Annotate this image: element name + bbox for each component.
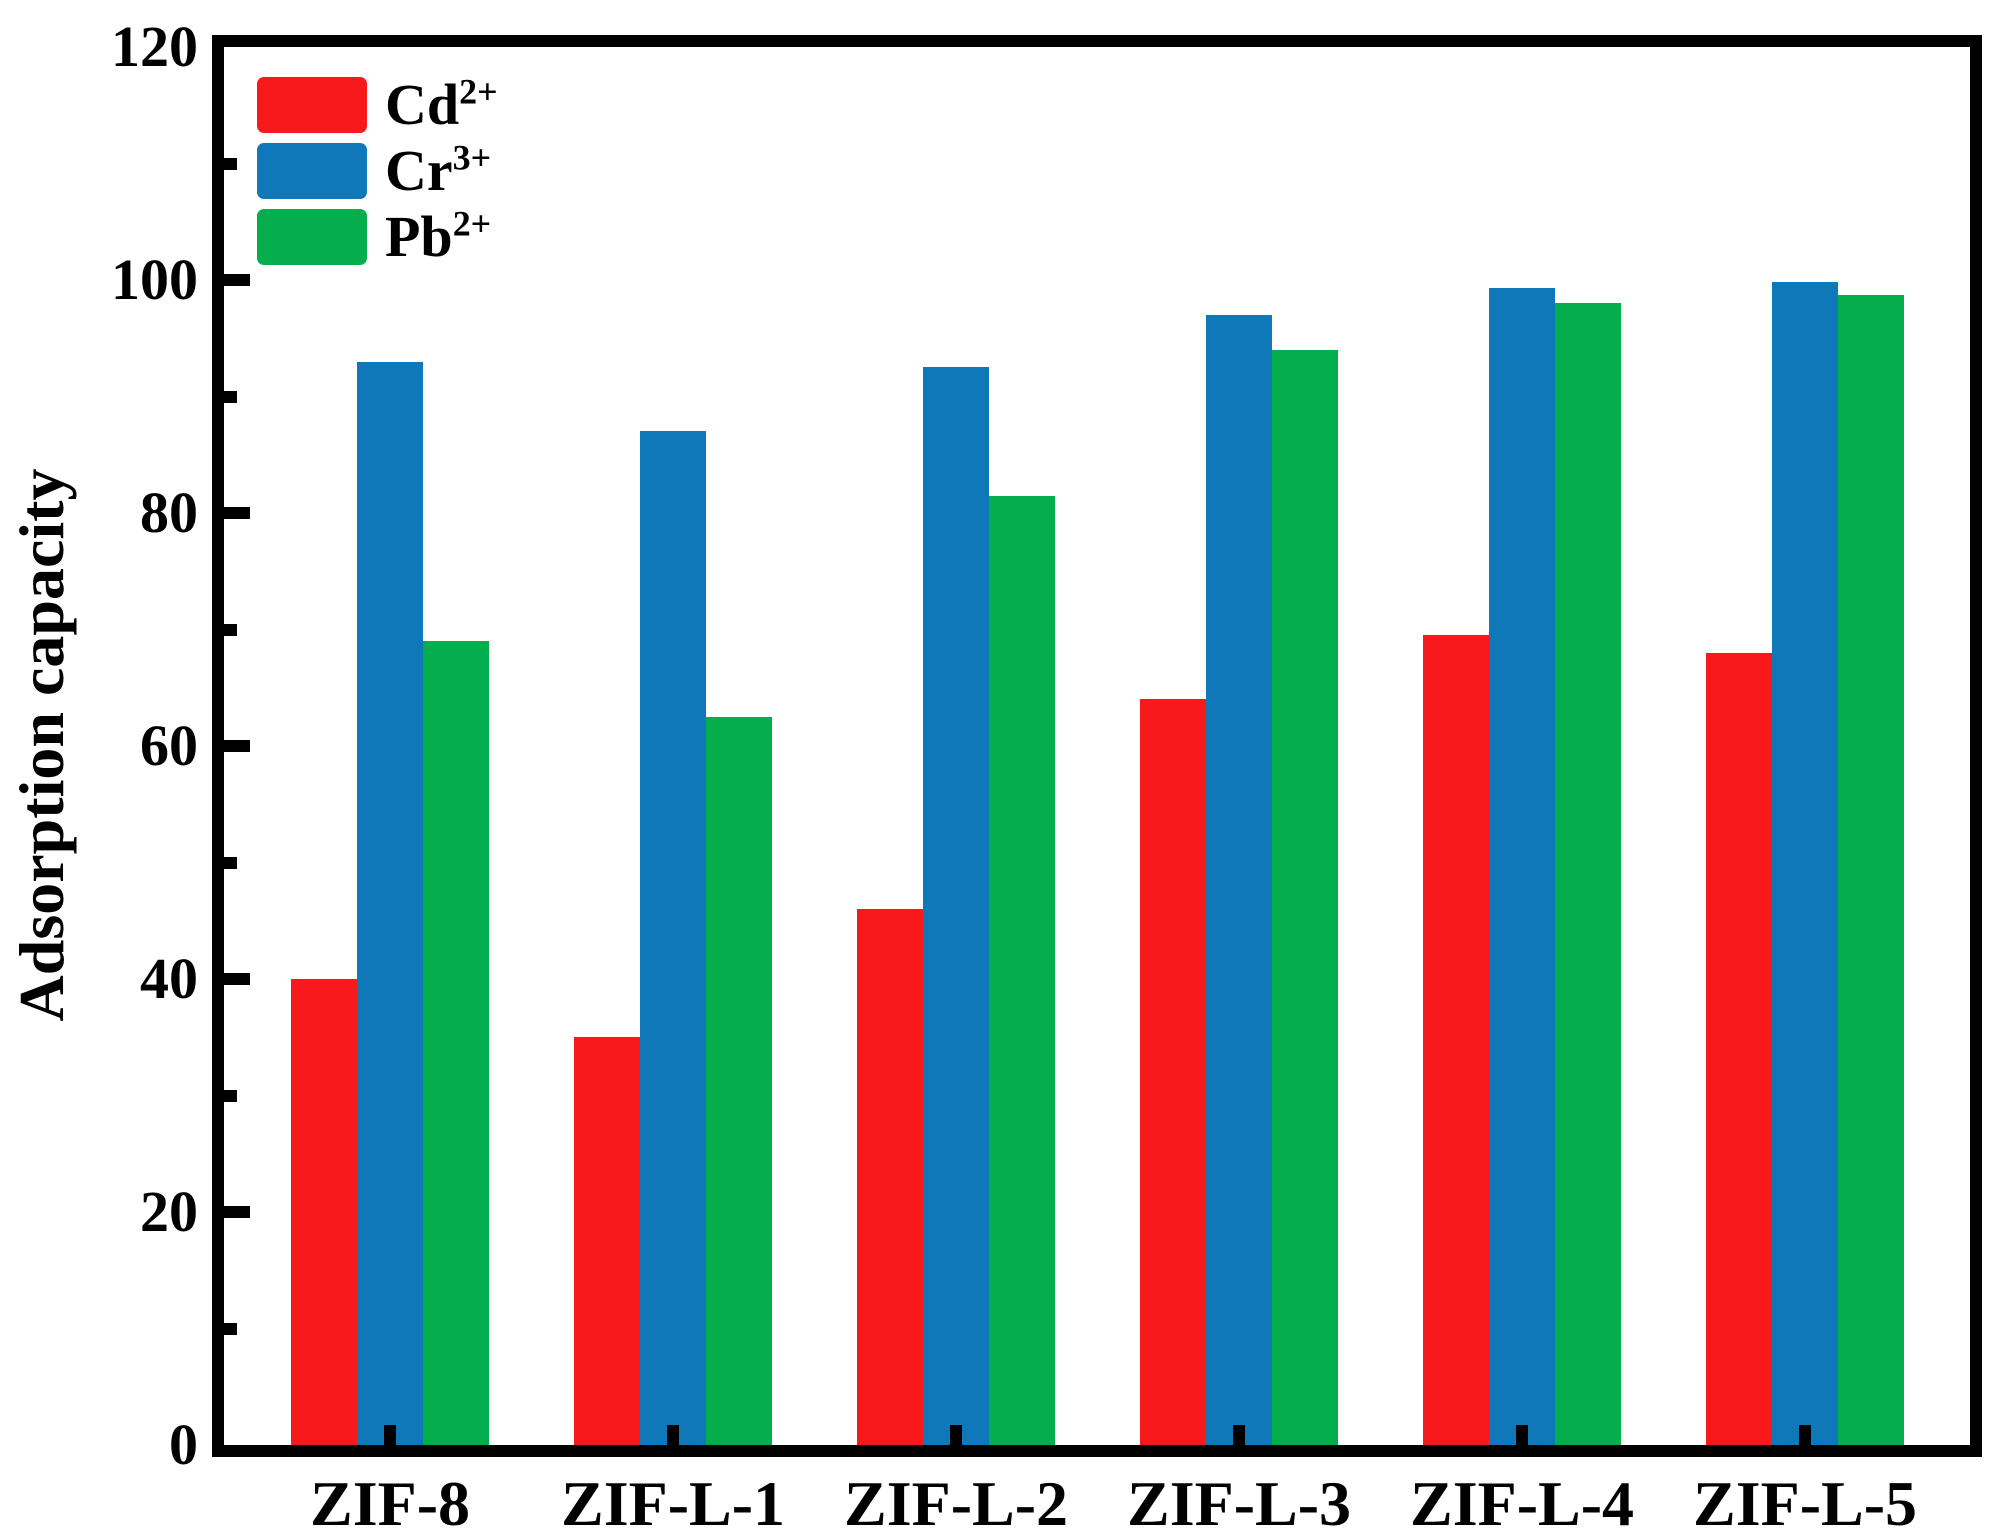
legend-label-pb2+: Pb2+ bbox=[385, 203, 492, 269]
y-minor-tick bbox=[224, 1323, 237, 1335]
y-major-tick bbox=[224, 973, 250, 985]
y-tick-label-40: 40 bbox=[140, 946, 198, 1011]
y-minor-tick bbox=[224, 624, 237, 636]
bar-zif-8-cr3+ bbox=[357, 362, 423, 1445]
bar-zif-l-1-pb2+ bbox=[706, 717, 772, 1445]
x-tick-zif-l-5 bbox=[1799, 1425, 1811, 1445]
bar-zif-l-3-cr3+ bbox=[1206, 315, 1272, 1445]
bar-zif-l-2-cr3+ bbox=[923, 367, 989, 1445]
bar-zif-8-cd2+ bbox=[291, 979, 357, 1445]
x-category-label-zif-l-2: ZIF-L-2 bbox=[844, 1468, 1068, 1539]
legend-swatch-cr3+ bbox=[257, 143, 367, 199]
bar-zif-l-5-pb2+ bbox=[1838, 295, 1904, 1445]
legend-item-cr3+: Cr3+ bbox=[257, 137, 498, 203]
legend-swatch-cd2+ bbox=[257, 77, 367, 133]
x-category-label-zif-l-3: ZIF-L-3 bbox=[1127, 1468, 1351, 1539]
bar-zif-l-1-cr3+ bbox=[640, 431, 706, 1445]
bar-zif-l-4-cr3+ bbox=[1489, 288, 1555, 1445]
x-category-label-zif-8: ZIF-8 bbox=[310, 1468, 470, 1539]
y-tick-label-60: 60 bbox=[140, 713, 198, 778]
y-minor-tick bbox=[224, 391, 237, 403]
bar-zif-l-3-cd2+ bbox=[1140, 699, 1206, 1445]
x-category-label-zif-l-5: ZIF-L-5 bbox=[1693, 1468, 1917, 1539]
x-tick-zif-l-2 bbox=[950, 1425, 962, 1445]
bar-zif-l-2-pb2+ bbox=[989, 496, 1055, 1445]
y-major-tick bbox=[224, 507, 250, 519]
y-tick-label-100: 100 bbox=[111, 247, 198, 312]
y-tick-label-0: 0 bbox=[169, 1412, 198, 1477]
bar-zif-l-2-cd2+ bbox=[857, 909, 923, 1445]
y-major-tick bbox=[224, 274, 250, 286]
y-tick-label-20: 20 bbox=[140, 1179, 198, 1244]
legend-item-pb2+: Pb2+ bbox=[257, 203, 498, 269]
y-major-tick bbox=[224, 740, 250, 752]
bar-zif-l-5-cr3+ bbox=[1772, 282, 1838, 1445]
bar-zif-l-3-pb2+ bbox=[1272, 350, 1338, 1445]
bar-zif-l-5-cd2+ bbox=[1706, 653, 1772, 1445]
bar-zif-l-1-cd2+ bbox=[574, 1037, 640, 1445]
legend-item-cd2+: Cd2+ bbox=[257, 71, 498, 137]
x-tick-zif-l-4 bbox=[1516, 1425, 1528, 1445]
x-category-label-zif-l-1: ZIF-L-1 bbox=[561, 1468, 785, 1539]
y-tick-label-120: 120 bbox=[111, 14, 198, 79]
x-tick-zif-l-1 bbox=[667, 1425, 679, 1445]
x-category-label-zif-l-4: ZIF-L-4 bbox=[1410, 1468, 1634, 1539]
plot-area bbox=[212, 35, 1982, 1457]
legend-label-cd2+: Cd2+ bbox=[385, 71, 498, 137]
y-minor-tick bbox=[224, 1090, 237, 1102]
y-minor-tick bbox=[224, 158, 237, 170]
x-tick-zif-8 bbox=[384, 1425, 396, 1445]
bar-zif-8-pb2+ bbox=[423, 641, 489, 1445]
legend: Cd2+ Cr3+ Pb2+ bbox=[257, 71, 498, 275]
y-major-tick bbox=[224, 1206, 250, 1218]
y-tick-label-80: 80 bbox=[140, 480, 198, 545]
bar-zif-l-4-pb2+ bbox=[1555, 303, 1621, 1445]
legend-swatch-pb2+ bbox=[257, 209, 367, 265]
x-tick-zif-l-3 bbox=[1233, 1425, 1245, 1445]
legend-label-cr3+: Cr3+ bbox=[385, 137, 492, 203]
y-axis-title: Adsorption capacity bbox=[6, 468, 77, 1022]
bar-zif-l-4-cd2+ bbox=[1423, 635, 1489, 1445]
y-minor-tick bbox=[224, 857, 237, 869]
